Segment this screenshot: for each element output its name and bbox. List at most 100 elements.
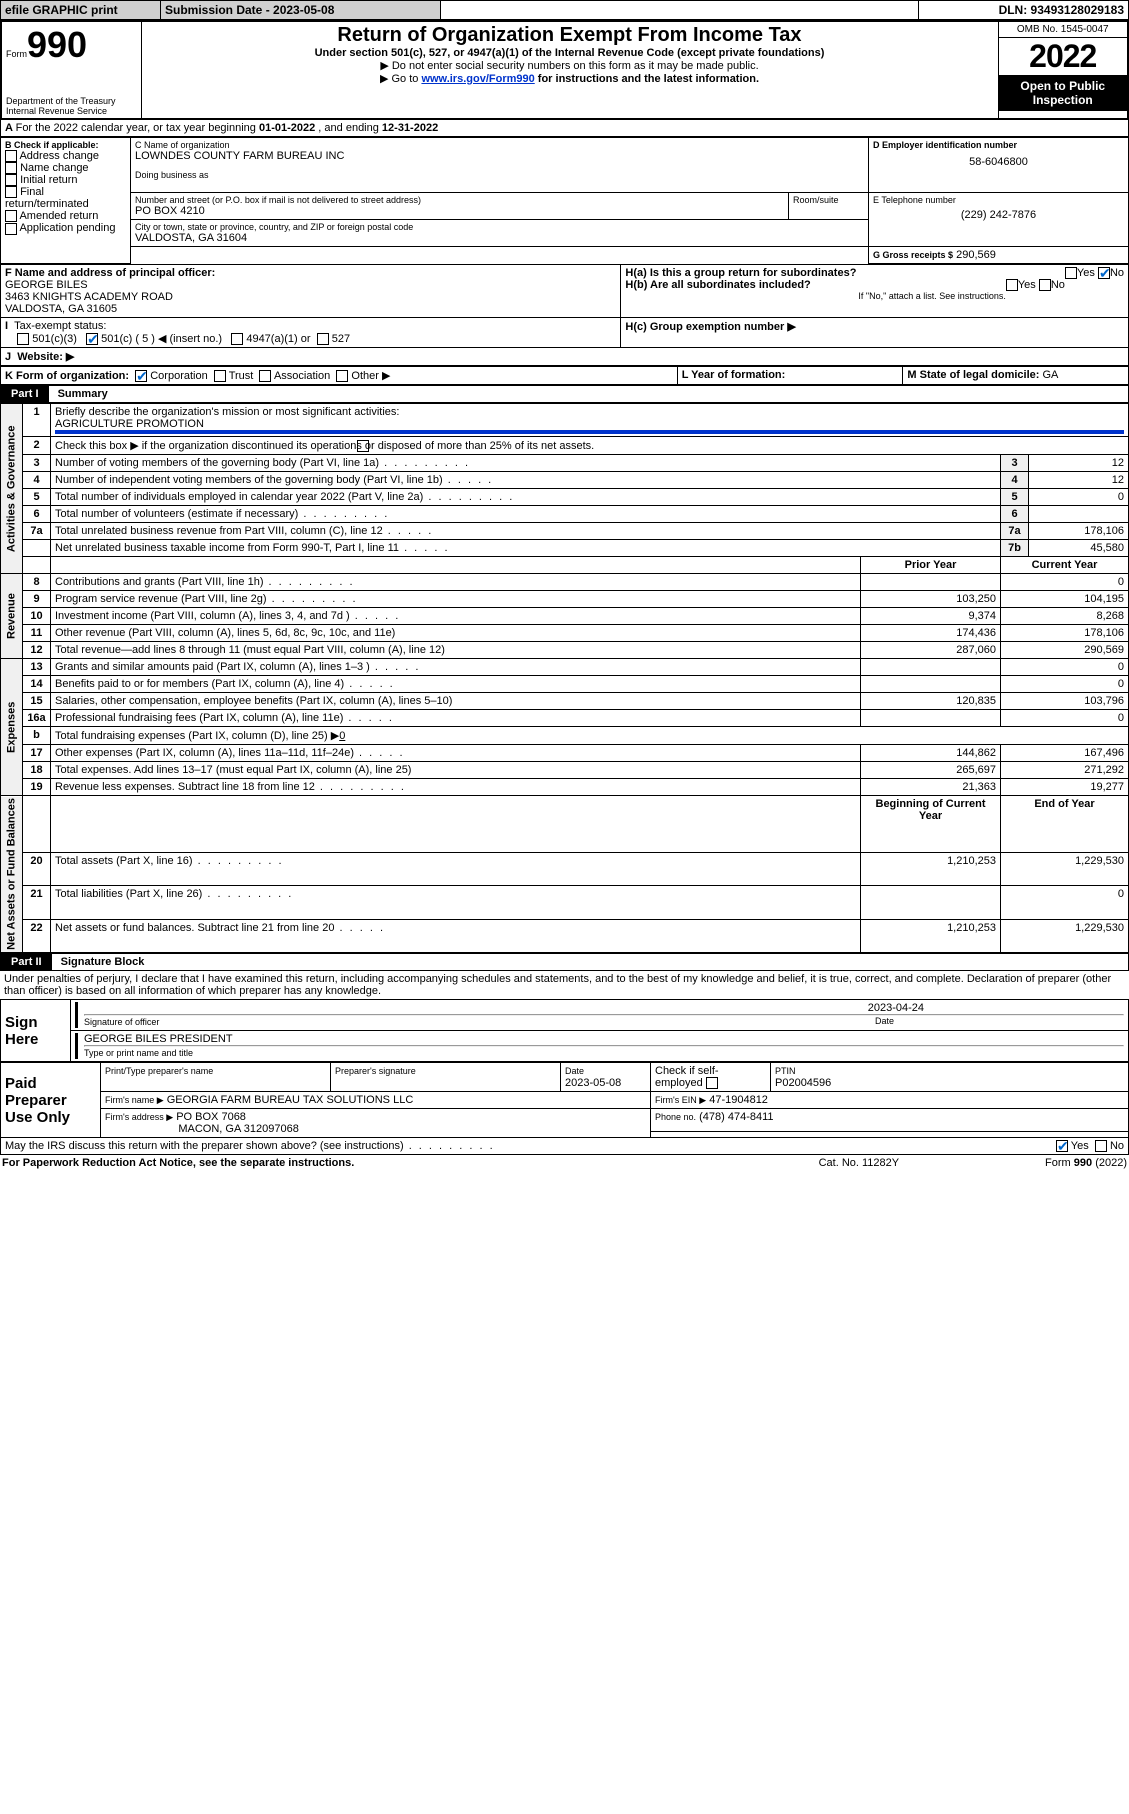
- chk-discuss-no[interactable]: [1095, 1140, 1107, 1152]
- line4-value: 12: [1029, 472, 1129, 489]
- part1-title: Summary: [52, 388, 108, 400]
- line3-text: Number of voting members of the governin…: [51, 455, 1001, 472]
- block-b-label: B Check if applicable:: [5, 140, 126, 150]
- line18-prior: 265,697: [861, 762, 1001, 779]
- line5-text: Total number of individuals employed in …: [51, 489, 1001, 506]
- section-expenses: Expenses: [1, 659, 23, 796]
- phone-label: E Telephone number: [873, 195, 1124, 205]
- form-number: 990: [27, 24, 87, 65]
- line13-text: Grants and similar amounts paid (Part IX…: [51, 659, 861, 676]
- line6-value: [1029, 506, 1129, 523]
- chk-527[interactable]: [317, 333, 329, 345]
- block-m-label: M State of legal domicile:: [907, 369, 1042, 381]
- line12-text: Total revenue—add lines 8 through 11 (mu…: [51, 642, 861, 659]
- line9-curr: 104,195: [1001, 591, 1129, 608]
- col-prior: Prior Year: [861, 557, 1001, 574]
- line14-text: Benefits paid to or for members (Part IX…: [51, 676, 861, 693]
- hb-no[interactable]: [1039, 279, 1051, 291]
- chk-501c3[interactable]: [17, 333, 29, 345]
- dba-label: Doing business as: [135, 170, 864, 180]
- line17-curr: 167,496: [1001, 745, 1129, 762]
- chk-501c[interactable]: [86, 333, 98, 345]
- line15-prior: 120,835: [861, 693, 1001, 710]
- line17-prior: 144,862: [861, 745, 1001, 762]
- line21-text: Total liabilities (Part X, line 26): [51, 886, 861, 919]
- section-governance: Activities & Governance: [1, 404, 23, 574]
- chk-corp[interactable]: [135, 370, 147, 382]
- dept-treasury: Department of the Treasury: [6, 96, 137, 106]
- officer-group-block: F Name and address of principal officer:…: [0, 264, 1129, 366]
- line18-curr: 271,292: [1001, 762, 1129, 779]
- chk-final-return[interactable]: Final return/terminated: [5, 186, 126, 210]
- line15-text: Salaries, other compensation, employee b…: [51, 693, 861, 710]
- chk-initial-return[interactable]: Initial return: [5, 174, 126, 186]
- page-footer: For Paperwork Reduction Act Notice, see …: [0, 1155, 1129, 1171]
- firm-ein: 47-1904812: [709, 1094, 768, 1106]
- street-address: PO BOX 4210: [135, 205, 784, 217]
- city-label: City or town, state or province, country…: [135, 222, 864, 232]
- line21-curr: 0: [1001, 886, 1129, 919]
- line13-curr: 0: [1001, 659, 1129, 676]
- chk-other[interactable]: [336, 370, 348, 382]
- chk-address-change[interactable]: Address change: [5, 150, 126, 162]
- chk-4947[interactable]: [231, 333, 243, 345]
- chk-application-pending[interactable]: Application pending: [5, 222, 126, 234]
- chk-name-change[interactable]: Name change: [5, 162, 126, 174]
- line8-text: Contributions and grants (Part VIII, lin…: [51, 574, 861, 591]
- hb-yes[interactable]: [1006, 279, 1018, 291]
- line12-curr: 290,569: [1001, 642, 1129, 659]
- chk-trust[interactable]: [214, 370, 226, 382]
- section-netassets: Net Assets or Fund Balances: [1, 796, 23, 953]
- form-title: Return of Organization Exempt From Incom…: [146, 24, 994, 47]
- firm-name-label: Firm's name ▶: [105, 1095, 164, 1105]
- line21-prior: [861, 886, 1001, 919]
- line19-prior: 21,363: [861, 779, 1001, 796]
- line22-text: Net assets or fund balances. Subtract li…: [51, 919, 861, 952]
- line11-text: Other revenue (Part VIII, column (A), li…: [51, 625, 861, 642]
- chk-self-emp[interactable]: [706, 1077, 718, 1089]
- gross-receipts-value: 290,569: [956, 249, 996, 261]
- klm-block: K Form of organization: Corporation Trus…: [0, 366, 1129, 385]
- phone-value: (229) 242-7876: [873, 205, 1124, 225]
- mission-label: Briefly describe the organization's miss…: [55, 406, 399, 418]
- ha-no[interactable]: [1098, 267, 1110, 279]
- officer-name: GEORGE BILES: [5, 279, 88, 291]
- hb-label: H(b) Are all subordinates included?: [625, 279, 810, 291]
- line22-curr: 1,229,530: [1001, 919, 1129, 952]
- chk-discuss-yes[interactable]: [1056, 1140, 1068, 1152]
- room-label: Room/suite: [793, 195, 864, 205]
- line10-curr: 8,268: [1001, 608, 1129, 625]
- firm-addr1: PO BOX 7068: [176, 1111, 246, 1123]
- line7b-text: Net unrelated business taxable income fr…: [51, 540, 1001, 557]
- sign-here-label: Sign Here: [1, 1000, 71, 1062]
- line16b-text: Total fundraising expenses (Part IX, col…: [51, 727, 1129, 745]
- line16a-curr: 0: [1001, 710, 1129, 727]
- chk-line2[interactable]: [357, 440, 369, 452]
- firm-name: GEORGIA FARM BUREAU TAX SOLUTIONS LLC: [167, 1094, 414, 1106]
- line19-curr: 19,277: [1001, 779, 1129, 796]
- irs-label: Internal Revenue Service: [6, 106, 137, 116]
- line20-prior: 1,210,253: [861, 853, 1001, 886]
- line13-prior: [861, 659, 1001, 676]
- irs-link[interactable]: www.irs.gov/Form990: [421, 73, 534, 85]
- ein-value: 58-6046800: [873, 150, 1124, 174]
- part1-table: Activities & Governance 1 Briefly descri…: [0, 403, 1129, 953]
- omb-number: OMB No. 1545-0047: [999, 22, 1128, 38]
- line15-curr: 103,796: [1001, 693, 1129, 710]
- line16a-text: Professional fundraising fees (Part IX, …: [51, 710, 861, 727]
- chk-assoc[interactable]: [259, 370, 271, 382]
- part1-label: Part I: [1, 386, 49, 402]
- ha-yes[interactable]: [1065, 267, 1077, 279]
- line7b-value: 45,580: [1029, 540, 1129, 557]
- line14-curr: 0: [1001, 676, 1129, 693]
- firm-phone-label: Phone no.: [655, 1112, 696, 1122]
- block-f-label: F Name and address of principal officer:: [5, 267, 215, 279]
- prep-date-label: Date: [565, 1066, 584, 1076]
- chk-amended-return[interactable]: Amended return: [5, 210, 126, 222]
- sig-officer-label: Signature of officer: [84, 1017, 159, 1027]
- sig-date-label: Date: [875, 1016, 894, 1026]
- city-value: VALDOSTA, GA 31604: [135, 232, 864, 244]
- prep-sig-label: Preparer's signature: [335, 1066, 416, 1076]
- gross-receipts-label: G Gross receipts $: [873, 250, 953, 260]
- efile-print-button[interactable]: efile GRAPHIC print: [1, 1, 161, 20]
